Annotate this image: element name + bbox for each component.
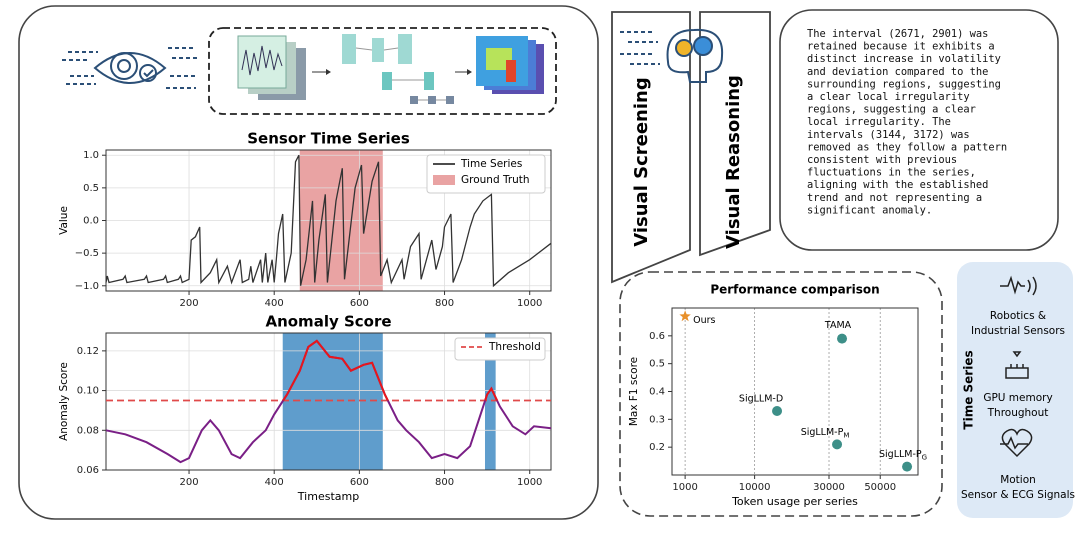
x-tick-label: 800 <box>435 477 454 488</box>
x-tick-label: 1000 <box>672 482 697 493</box>
y-tick-label: 0.08 <box>77 425 99 436</box>
reasoning-line: consistent with previous <box>807 154 957 166</box>
plot-frame <box>671 307 919 476</box>
y-tick-label: 1.0 <box>83 150 99 161</box>
x-tick-label: 200 <box>179 477 198 488</box>
domain-label: Robotics & Industrial Sensors <box>971 310 1065 337</box>
reasoning-line: surrounding regions, suggesting <box>807 78 1001 90</box>
reasoning-line: regions, suggesting a clear <box>807 104 976 116</box>
y-tick-label: 0.4 <box>649 387 665 398</box>
y-tick-label: 0.3 <box>649 414 665 425</box>
x-axis-label: Token usage per series <box>731 495 858 508</box>
y-tick-label: 0.5 <box>649 359 665 370</box>
stage-panel <box>611 11 691 284</box>
point <box>837 333 848 344</box>
reasoning-line: intervals (3144, 3172) was <box>807 129 970 141</box>
legend-label: Ground Truth <box>461 174 530 186</box>
reasoning-line: significant anomaly. <box>807 204 932 216</box>
plot-frame <box>105 149 552 292</box>
chart-title: Sensor Time Series <box>247 130 410 148</box>
y-tick-label: −1.0 <box>75 281 99 292</box>
plot-area <box>672 308 918 475</box>
pipeline-box <box>208 27 557 115</box>
chart-title: Anomaly Score <box>265 313 391 331</box>
x-tick-label: 50000 <box>864 482 896 493</box>
domain-list: Robotics & Industrial Sensors GPU memory Th… <box>961 310 1075 501</box>
series-line <box>105 154 552 288</box>
reasoning-line: distinct increase in volatility <box>807 53 1001 65</box>
y-tick-label: 0.10 <box>77 386 99 397</box>
time-series-box <box>957 262 1073 518</box>
stage-label: Visual Reasoning <box>723 75 744 249</box>
x-tick-label: 1000 <box>517 477 542 488</box>
domain-label: Motion Sensor & ECG Signals <box>961 474 1075 501</box>
reasoning-box <box>779 9 1059 251</box>
point <box>772 405 783 416</box>
reasoning-line: retained because it exhibits a <box>807 41 995 53</box>
reasoning-line: fluctuations in the series, <box>807 167 976 179</box>
x-tick-label: 30000 <box>813 482 845 493</box>
y-tick-label: −0.5 <box>75 248 99 259</box>
eye-icon <box>62 47 198 89</box>
x-tick-label: 600 <box>350 298 369 309</box>
brain-icon <box>620 28 724 83</box>
point-label: SigLLM-PG <box>879 449 927 462</box>
point-label: Ours <box>693 315 715 326</box>
chart-title: Performance comparison <box>710 283 879 297</box>
domain-label: GPU memory Throughout <box>983 392 1052 419</box>
domain-icons <box>1000 275 1037 458</box>
reasoning-line: trend and not representing a <box>807 192 982 204</box>
stage-label: Visual Screening <box>631 77 652 247</box>
legend-label: Threshold <box>488 341 541 353</box>
y-axis-label: Value <box>58 206 70 235</box>
point-label-sub: G <box>922 454 927 462</box>
legend-label: Time Series <box>460 158 522 170</box>
series-line-above <box>281 339 499 401</box>
point-label: SigLLM-PM <box>801 427 850 440</box>
span <box>484 333 496 470</box>
point-label: TAMA <box>824 320 852 331</box>
y-tick-label: 0.06 <box>77 465 99 476</box>
input-images <box>237 34 544 104</box>
time-series-title: Time Series <box>962 350 976 429</box>
stage-panel <box>699 11 771 257</box>
x-tick-label: 400 <box>265 477 284 488</box>
legend-swatch <box>433 175 455 185</box>
reasoning-line: The interval (2671, 2901) was <box>807 28 988 40</box>
legend <box>454 337 546 361</box>
reasoning-line: and deviation compared to the <box>807 66 988 78</box>
point-label: SigLLM-D <box>739 393 783 404</box>
left-panel <box>18 5 599 520</box>
reasoning-line: a clear local irregularity <box>807 91 970 103</box>
x-tick-label: 10000 <box>739 482 771 493</box>
span <box>282 333 383 470</box>
performance-box <box>619 271 943 517</box>
y-axis-label: Anomaly Score <box>58 362 70 441</box>
y-tick-label: 0.12 <box>77 346 99 357</box>
reasoning-line: aligning with the established <box>807 179 988 191</box>
reasoning-line: removed as they follow a pattern <box>807 141 1007 153</box>
x-tick-label: 800 <box>435 298 454 309</box>
x-tick-label: 200 <box>179 298 198 309</box>
point-label-sub: M <box>843 431 849 439</box>
x-tick-label: 400 <box>265 298 284 309</box>
x-tick-label: 600 <box>350 477 369 488</box>
point <box>902 461 913 472</box>
legend <box>426 154 546 194</box>
x-axis-label: Timestamp <box>297 490 359 503</box>
point <box>832 439 843 450</box>
plot-frame <box>105 332 552 471</box>
y-axis-label: Max F1 score <box>628 357 640 426</box>
y-tick-label: 0.0 <box>83 216 99 227</box>
y-tick-label: 0.2 <box>649 442 665 453</box>
point <box>679 310 691 322</box>
reasoning-line: local irregularity. The <box>807 116 951 128</box>
y-tick-label: 0.6 <box>649 331 665 342</box>
y-tick-label: 0.5 <box>83 183 99 194</box>
x-tick-label: 1000 <box>517 298 542 309</box>
